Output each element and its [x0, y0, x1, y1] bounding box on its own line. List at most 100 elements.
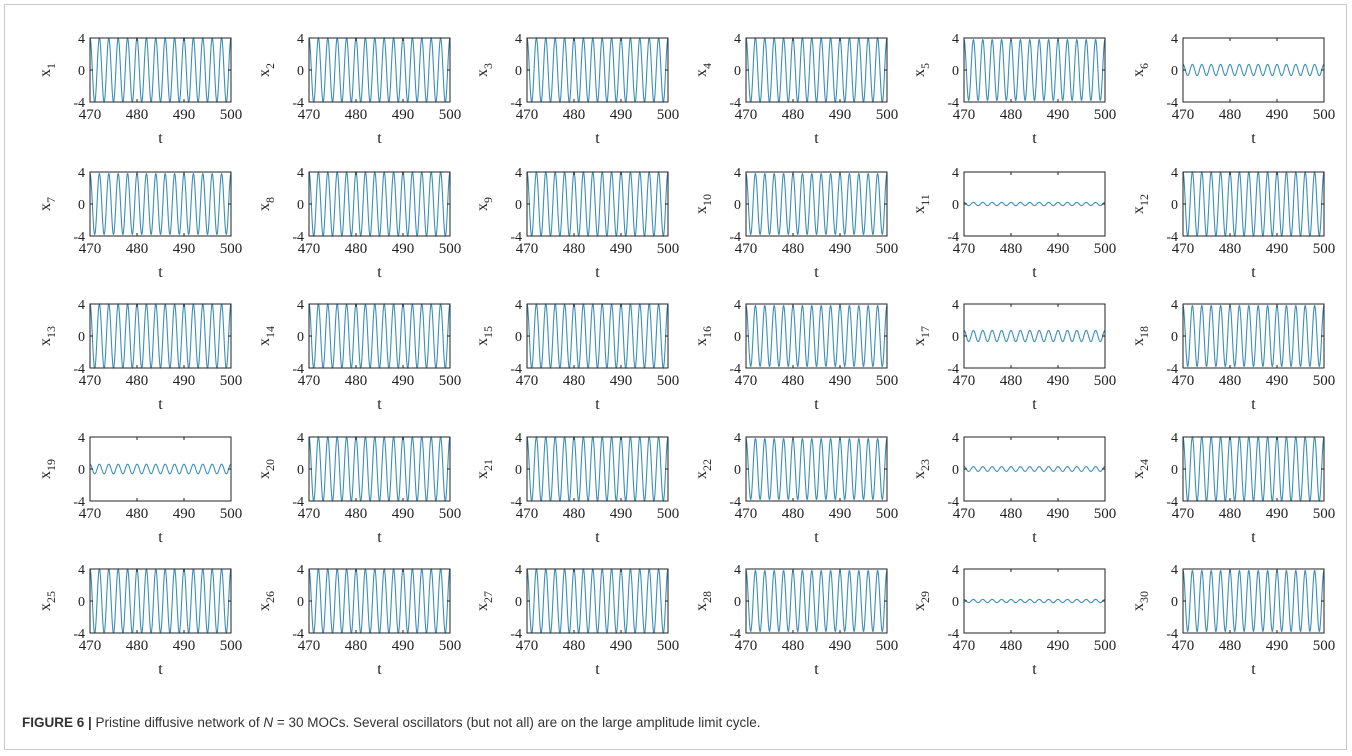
y-tick-label: 0 [297, 198, 304, 213]
x-axis-label: t [595, 661, 600, 678]
x-tick-label: 480 [1000, 638, 1023, 654]
x-tick-label: 490 [173, 638, 196, 654]
y-tick-label: 0 [297, 64, 304, 79]
y-tick-label: -4 [73, 230, 85, 245]
y-tick-label: 4 [1171, 563, 1178, 578]
x-tick-label: 490 [1047, 241, 1070, 257]
x-axis-label: t [377, 130, 382, 147]
x-tick-label: 500 [1094, 506, 1117, 522]
y-axis-label-subscript: 23 [918, 459, 932, 471]
x-axis-label: t [814, 661, 819, 678]
y-tick-label: -4 [729, 96, 741, 111]
x-tick-label: 490 [1047, 638, 1070, 654]
x-tick-label: 490 [173, 506, 196, 522]
series-line [526, 568, 669, 634]
x-tick-label: 470 [298, 107, 321, 123]
series-line [526, 303, 669, 369]
x-tick-label: 480 [345, 241, 368, 257]
y-axis-label-subscript: 28 [700, 591, 714, 603]
x-tick-label: 490 [392, 638, 415, 654]
y-axis-label: x6 [1130, 63, 1151, 77]
x-tick-label: 500 [1094, 373, 1117, 389]
y-tick-label: 0 [952, 463, 959, 478]
y-tick-label: 0 [734, 64, 741, 79]
y-tick-label: 4 [515, 563, 522, 578]
y-tick-label: 0 [1171, 64, 1178, 79]
x-tick-label: 480 [126, 373, 149, 389]
y-axis-label: x26 [256, 591, 277, 611]
x-tick-label: 490 [1266, 373, 1289, 389]
y-axis-label-subscript: 29 [918, 591, 932, 603]
y-axis-label-subscript: 27 [481, 591, 495, 603]
y-axis-label-subscript: 10 [700, 194, 714, 206]
x-tick-label: 470 [735, 373, 758, 389]
y-axis-label-subscript: 6 [1137, 63, 1151, 69]
y-tick-label: 4 [297, 298, 304, 313]
series-line [745, 172, 888, 236]
y-tick-label: 0 [1171, 463, 1178, 478]
x-tick-label: 470 [516, 373, 539, 389]
x-axis-label: t [1032, 529, 1037, 546]
y-tick-label: 4 [1171, 166, 1178, 181]
y-tick-label: 0 [1171, 198, 1178, 213]
y-axis-label-subscript: 2 [263, 63, 277, 69]
x-tick-label: 490 [610, 241, 633, 257]
x-axis-label: t [814, 529, 819, 546]
y-tick-label: 0 [78, 64, 85, 79]
x-tick-label: 470 [1172, 638, 1195, 654]
y-tick-label: 0 [952, 198, 959, 213]
y-axis-label: x21 [474, 459, 495, 479]
y-tick-label: -4 [292, 627, 304, 642]
x-tick-label: 470 [516, 506, 539, 522]
x-tick-label: 490 [1047, 107, 1070, 123]
y-tick-label: -4 [510, 96, 522, 111]
y-axis-label: x28 [693, 591, 714, 611]
y-tick-label: -4 [947, 495, 959, 510]
x-tick-label: 500 [1094, 638, 1117, 654]
x-tick-label: 500 [876, 373, 899, 389]
y-tick-label: 4 [1171, 431, 1178, 446]
y-axis-label: x24 [1130, 459, 1151, 479]
y-tick-label: 0 [952, 595, 959, 610]
x-tick-label: 490 [829, 506, 852, 522]
series-line [1182, 63, 1325, 77]
y-axis-label-subscript: 3 [481, 63, 495, 69]
x-tick-label: 490 [1266, 638, 1289, 654]
y-tick-label: -4 [1166, 362, 1178, 377]
y-tick-label: 4 [78, 298, 85, 313]
y-tick-label: 4 [734, 563, 741, 578]
y-axis-label: x4 [693, 63, 714, 77]
y-tick-label: 0 [78, 595, 85, 610]
y-tick-label: -4 [510, 230, 522, 245]
x-axis-label: t [1251, 396, 1256, 413]
x-tick-label: 480 [1219, 373, 1242, 389]
x-tick-label: 480 [782, 107, 805, 123]
x-tick-label: 470 [298, 506, 321, 522]
series-line [526, 436, 669, 502]
x-tick-label: 480 [563, 107, 586, 123]
y-tick-label: 4 [734, 431, 741, 446]
x-axis-label: t [1032, 264, 1037, 281]
series-line [745, 437, 888, 501]
y-axis-label-subscript: 18 [1137, 326, 1151, 338]
x-tick-label: 470 [516, 107, 539, 123]
y-axis-label: x14 [256, 326, 277, 346]
x-tick-label: 490 [392, 506, 415, 522]
x-tick-label: 490 [829, 107, 852, 123]
x-tick-label: 480 [782, 638, 805, 654]
y-tick-label: 0 [515, 64, 522, 79]
x-tick-label: 480 [1000, 241, 1023, 257]
y-axis-label-subscript: 9 [481, 197, 495, 203]
x-tick-label: 480 [563, 373, 586, 389]
y-tick-label: -4 [1166, 495, 1178, 510]
y-tick-label: -4 [729, 362, 741, 377]
x-axis-label: t [595, 264, 600, 281]
